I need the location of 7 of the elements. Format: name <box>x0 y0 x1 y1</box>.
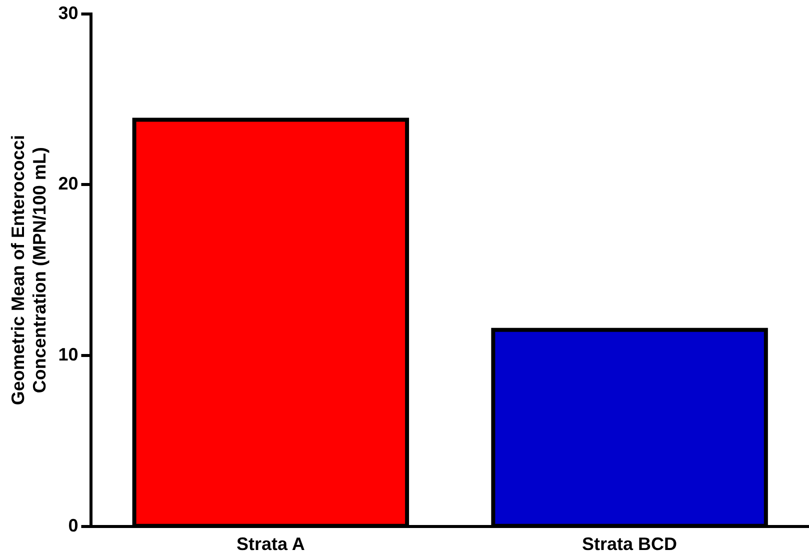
y-axis-title: Geometric Mean of Enterococci Concentration (MPN/100 mL) <box>8 135 50 406</box>
x-tick-label: Strata A <box>236 534 305 554</box>
y-tick-label: 30 <box>58 2 78 23</box>
y-tick-label: 0 <box>68 515 78 536</box>
y-tick-label: 10 <box>58 344 78 364</box>
y-tick-label: 20 <box>58 174 78 194</box>
x-tick-label: Strata BCD <box>582 534 678 554</box>
